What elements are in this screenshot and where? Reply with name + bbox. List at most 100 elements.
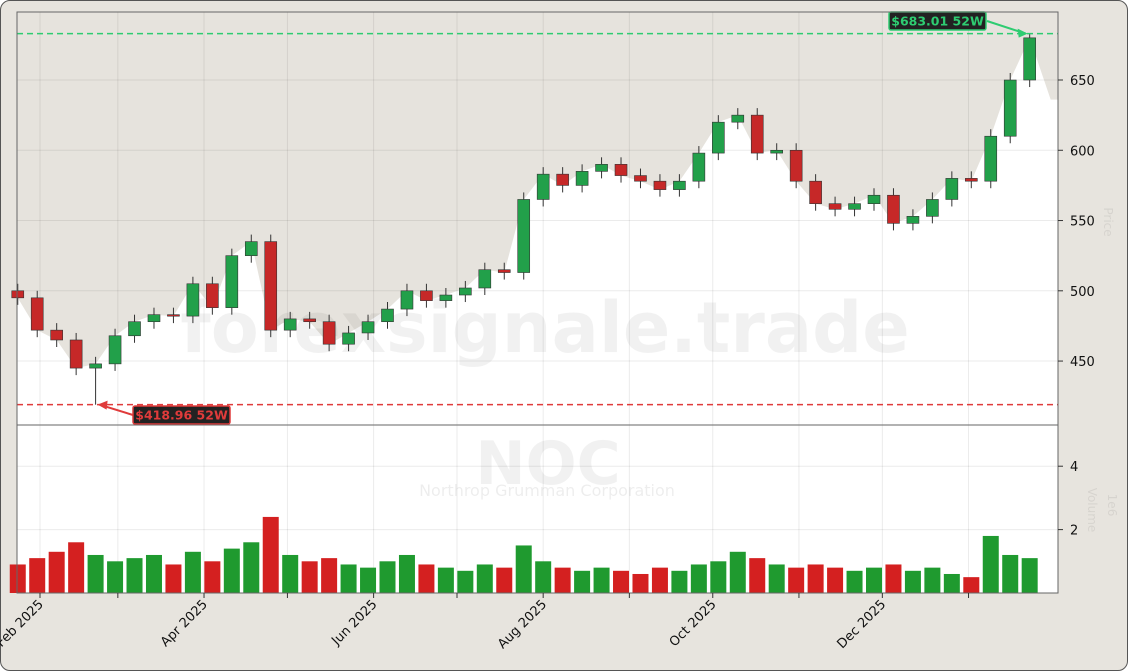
volume-bar	[827, 567, 844, 593]
volume-bar	[788, 567, 805, 593]
volume-bar	[963, 577, 980, 593]
time-tick-label: Feb 2025	[0, 597, 47, 650]
price-tick-label: 600	[1070, 144, 1095, 159]
volume-bar	[126, 558, 143, 593]
candle-body	[984, 135, 998, 182]
volume-bar	[846, 570, 863, 593]
candle-body	[750, 114, 764, 154]
candle-body	[225, 255, 239, 308]
candle-body	[342, 332, 355, 345]
volume-bar	[885, 564, 902, 593]
watermark-site: forexsignale.trade	[180, 287, 909, 369]
candle-body	[69, 339, 83, 369]
candle-body	[867, 194, 881, 204]
volume-bar	[360, 567, 377, 593]
candle-body	[497, 269, 511, 273]
candle-body	[945, 178, 959, 200]
candle-body	[1023, 37, 1036, 81]
price-tick-label: 550	[1070, 215, 1095, 230]
price-tick-label: 450	[1070, 355, 1095, 370]
volume-bar	[204, 561, 221, 593]
volume-bar	[515, 545, 532, 593]
watermark-ticker: NOC	[475, 429, 620, 499]
volume-bar	[107, 561, 124, 593]
candle-body	[361, 321, 375, 334]
candle-body	[303, 318, 316, 323]
candles	[11, 33, 1036, 405]
watermark-company: Northrop Grumman Corporation	[419, 481, 675, 500]
52w-levels: $683.01 52W $418.96 52W	[17, 11, 1058, 425]
candle-body	[1003, 79, 1017, 137]
volume-bar	[943, 573, 960, 593]
candle-body	[536, 173, 550, 200]
volume-bar	[418, 564, 435, 593]
candle-body	[731, 114, 745, 123]
candle-body	[614, 164, 628, 176]
volume-bar	[866, 567, 882, 593]
candle-body	[108, 335, 122, 365]
candle-body	[11, 290, 25, 299]
candle-body	[264, 241, 278, 331]
volume-tick-label: 2	[1070, 524, 1078, 539]
volume-bar	[476, 564, 493, 593]
high-52w-arrowhead-icon	[1017, 28, 1028, 38]
volume-tick-label: 4	[1070, 460, 1078, 475]
volume-bar	[48, 551, 65, 593]
volume-bar	[613, 570, 630, 593]
volume-bar	[710, 561, 727, 593]
candle-body	[89, 363, 102, 369]
volume-bar	[68, 542, 85, 593]
candle-body	[906, 216, 920, 224]
volume-bar	[904, 570, 921, 593]
candle-body	[595, 164, 608, 172]
candle-body	[828, 203, 842, 210]
price-tick-label: 650	[1070, 74, 1095, 89]
candle-body	[809, 180, 822, 204]
candle-body	[692, 152, 706, 182]
volume-bar	[768, 564, 785, 593]
candle-body	[186, 283, 200, 317]
volume-bar	[321, 558, 338, 593]
candle-body	[420, 290, 433, 301]
volume-bar	[457, 570, 474, 593]
candle-body	[459, 287, 472, 296]
candle-body	[50, 329, 63, 341]
volume-panel-border	[16, 424, 1059, 594]
candle-body	[478, 269, 492, 289]
price-area-fill	[17, 37, 1058, 425]
volume-bar	[496, 567, 513, 593]
candle-body	[770, 149, 784, 154]
volume-bar	[437, 567, 454, 593]
volume-bar	[554, 567, 571, 593]
candle-body	[964, 178, 978, 182]
candle-body	[789, 149, 803, 182]
candle-body	[381, 308, 394, 323]
price-tick-label: 500	[1070, 285, 1095, 300]
candle-body	[673, 180, 686, 190]
time-tick-label: Apr 2025	[158, 597, 211, 650]
volume-unit-label: 1e6	[1105, 494, 1119, 517]
high-52w-label: $683.01 52W	[891, 14, 984, 29]
volume-bar	[729, 551, 746, 593]
volume-bar	[982, 535, 999, 593]
volume-bar	[574, 570, 591, 593]
low-52w-arrowhead-icon	[97, 400, 108, 410]
volume-bar	[1021, 558, 1038, 593]
candle-body	[400, 290, 414, 310]
volume-bar	[243, 542, 260, 593]
volume-bar	[340, 564, 357, 593]
candle-body	[206, 283, 219, 308]
candle-body	[712, 121, 725, 154]
volume-bar	[379, 561, 396, 593]
x-axis-ticks: Feb 2025 Apr 2025 Jun 2025 Aug 2025 Oct 2025…	[0, 593, 970, 652]
volume-bars	[9, 516, 1038, 593]
volume-bar	[593, 567, 610, 593]
volume-bar	[632, 573, 649, 593]
volume-bar	[301, 561, 318, 593]
time-tick-label: Aug 2025	[495, 597, 550, 652]
candle-body	[887, 194, 900, 224]
volume-bar	[29, 558, 46, 593]
volume-bar	[924, 567, 941, 593]
candle-body	[634, 175, 647, 182]
volume-bar	[87, 554, 104, 593]
